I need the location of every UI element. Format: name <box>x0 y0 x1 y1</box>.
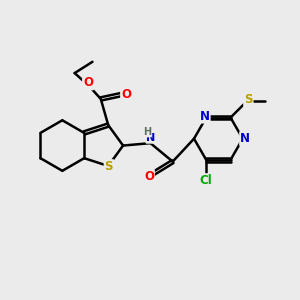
Text: H: H <box>143 127 151 137</box>
Text: N: N <box>240 132 250 145</box>
Text: O: O <box>144 170 154 183</box>
Text: O: O <box>83 76 93 89</box>
Text: Cl: Cl <box>200 174 212 187</box>
Text: N: N <box>200 110 210 123</box>
Text: S: S <box>105 160 113 173</box>
Text: O: O <box>121 88 131 101</box>
Text: S: S <box>244 93 253 106</box>
Text: N: N <box>146 133 156 143</box>
